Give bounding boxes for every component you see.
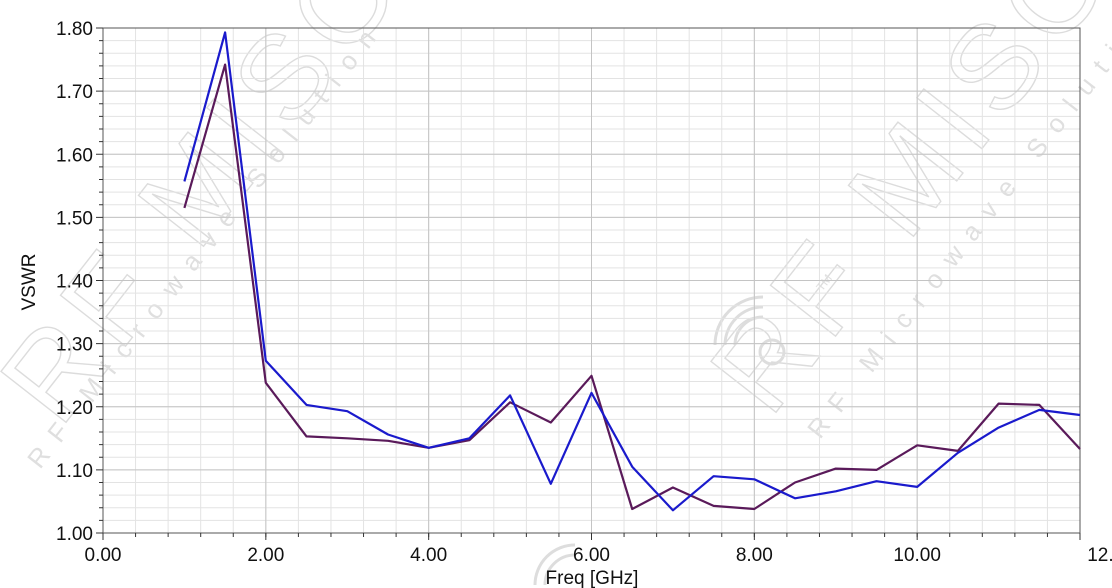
y-tick-label: 1.50 <box>56 208 93 229</box>
series-line-1 <box>183 31 1081 512</box>
x-tick-label: 12.00 <box>1087 545 1112 566</box>
x-tick-labels: 0.00 2.00 4.00 6.00 8.00 10.00 12.00 <box>85 545 1112 566</box>
watermark-logo-bottom <box>533 543 576 586</box>
x-axis-ticks <box>102 533 1081 540</box>
y-tick-label: 1.40 <box>56 272 93 293</box>
series-layer <box>183 31 1081 512</box>
y-tick-label: 1.60 <box>56 145 93 166</box>
y-tick-label: 1.80 <box>56 19 93 40</box>
y-tick-label: 1.70 <box>56 82 93 103</box>
x-tick-label: 0.00 <box>85 545 122 566</box>
y-axis-ticks <box>96 27 103 534</box>
x-tick-label: 4.00 <box>410 545 447 566</box>
y-tick-label: 1.20 <box>56 398 93 419</box>
y-tick-label: 1.00 <box>56 524 93 545</box>
x-axis-label: Freq [GHz] <box>546 568 639 588</box>
y-tick-labels: 1.00 1.10 1.20 1.30 1.40 1.50 1.60 1.70 1.80 <box>56 19 93 545</box>
y-tick-label: 1.30 <box>56 335 93 356</box>
x-tick-label: 6.00 <box>573 545 610 566</box>
x-tick-label: 8.00 <box>736 545 773 566</box>
y-axis-label: VSWR <box>19 254 40 311</box>
series-line-2 <box>183 63 1081 511</box>
x-tick-label: 10.00 <box>893 545 941 566</box>
x-tick-label: 2.00 <box>247 545 284 566</box>
y-tick-label: 1.10 <box>56 461 93 482</box>
